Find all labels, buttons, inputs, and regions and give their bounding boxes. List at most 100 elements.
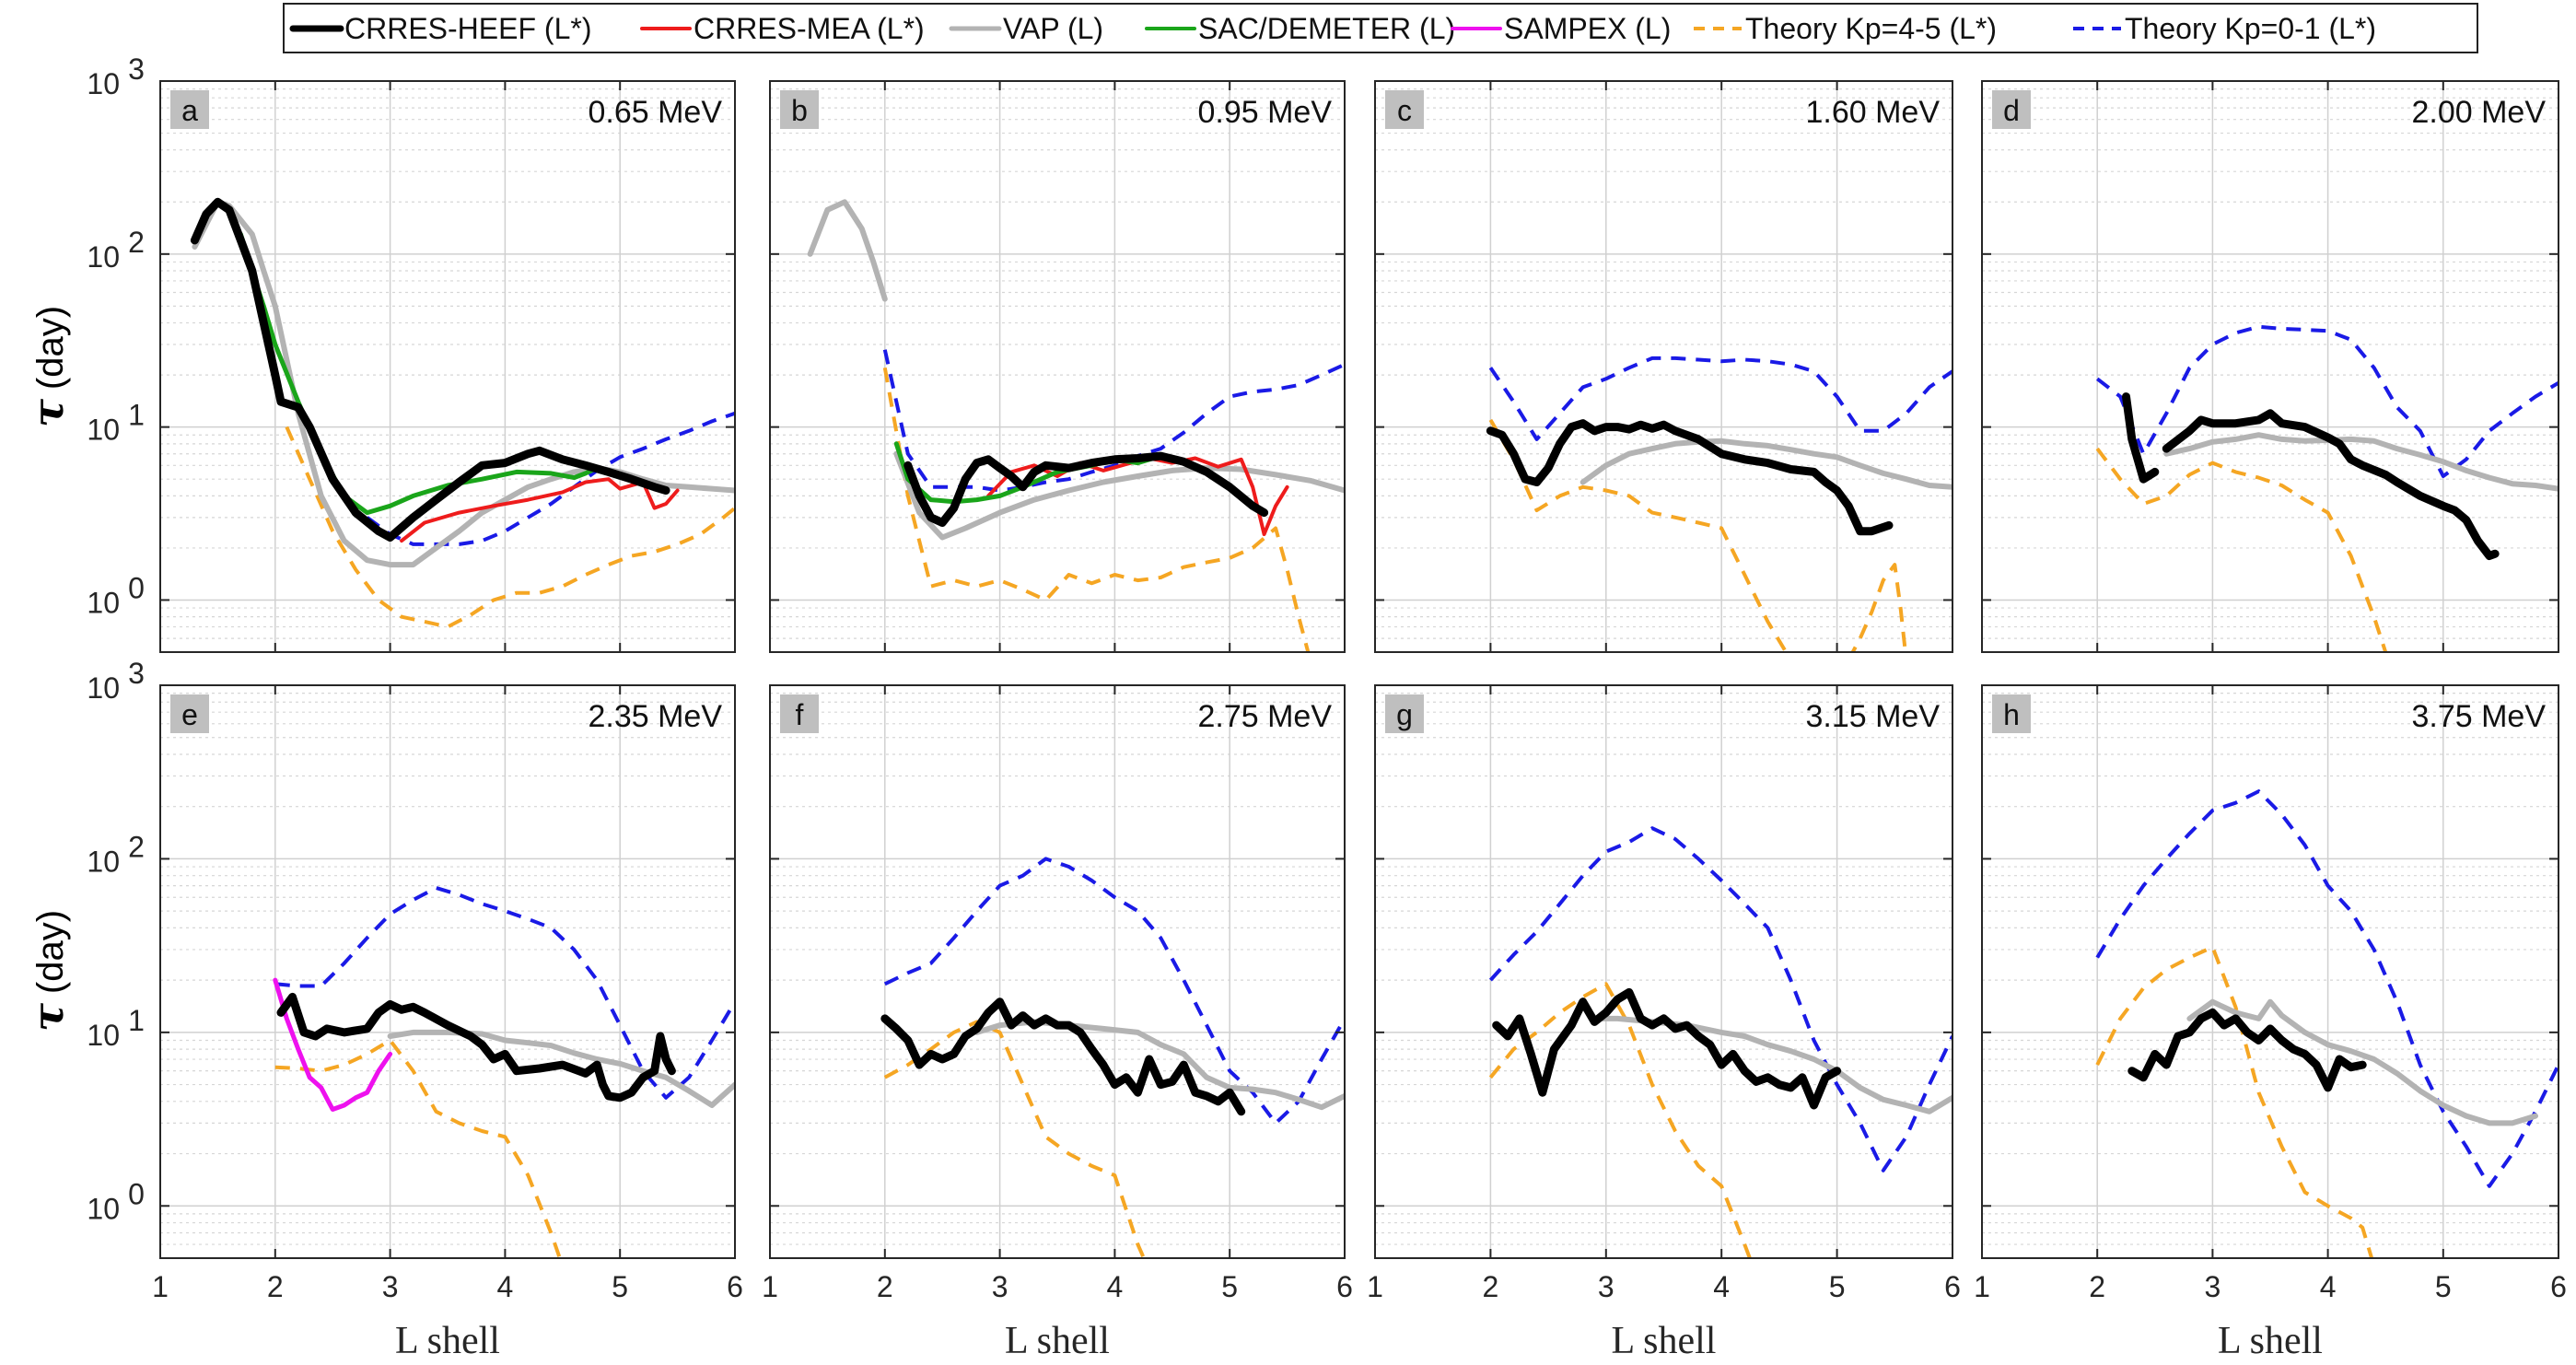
series-line-heef bbox=[2162, 409, 2500, 560]
panel-label: c bbox=[1385, 90, 1424, 129]
series-group bbox=[2095, 324, 2559, 652]
series-group bbox=[1486, 356, 1952, 652]
y-tick-label: 10 bbox=[87, 671, 120, 705]
panel-label-text: e bbox=[181, 698, 198, 731]
series-line-tkp45 bbox=[883, 1020, 1147, 1258]
x-tick-label: 1 bbox=[1974, 1270, 1990, 1303]
series-line-tkp01 bbox=[2095, 324, 2559, 478]
x-tick-label: 1 bbox=[1367, 1270, 1383, 1303]
legend-label-heef: CRRES-HEEF (L*) bbox=[344, 12, 591, 45]
legend-entry-tkp45: Theory Kp=4-5 (L*) bbox=[1694, 12, 1997, 45]
series-line-mea bbox=[400, 477, 680, 543]
legend-label-mea: CRRES-MEA (L*) bbox=[694, 12, 925, 45]
panel-label-badge bbox=[170, 694, 209, 733]
energy-label: 2.75 MeV bbox=[1197, 699, 1332, 734]
legend-label-vap: VAP (L) bbox=[1003, 12, 1103, 45]
y-tick-label: 10 bbox=[87, 414, 120, 447]
y-axis-labels: τ (day) τ (day) bbox=[23, 306, 73, 1032]
x-tick-label: 3 bbox=[382, 1270, 399, 1303]
x-tick-label: 3 bbox=[992, 1270, 1008, 1303]
y-tick-label: 10 bbox=[87, 845, 120, 878]
series-group bbox=[880, 857, 1345, 1258]
panel-label-text: d bbox=[2003, 94, 2020, 127]
axes-frame bbox=[769, 684, 1346, 1259]
y-tick-label: 10 bbox=[87, 1192, 120, 1225]
legend-entry-tkp01: Theory Kp=0-1 (L*) bbox=[2073, 12, 2376, 45]
y-tick-exponent: 0 bbox=[128, 571, 145, 604]
panel-label: d bbox=[1992, 90, 2031, 129]
plot-area bbox=[1982, 685, 2559, 1258]
y-tick-exponent: 2 bbox=[128, 226, 145, 259]
y-tick-exponent: 0 bbox=[128, 1177, 145, 1210]
x-tick-label: 4 bbox=[1713, 1270, 1730, 1303]
x-axis-label: L shell bbox=[395, 1320, 500, 1362]
series-line-tkp45 bbox=[285, 426, 735, 629]
x-tick-label: 2 bbox=[1483, 1270, 1499, 1303]
series-line-tkp45 bbox=[274, 1038, 562, 1258]
panel-label-badge bbox=[1385, 90, 1424, 129]
energy-label: 2.35 MeV bbox=[588, 699, 722, 734]
energy-label: 0.65 MeV bbox=[588, 95, 722, 130]
series-line-tkp01 bbox=[366, 411, 735, 546]
x-tick-label: 5 bbox=[2435, 1270, 2452, 1303]
y-tick-exponent: 2 bbox=[128, 830, 145, 863]
x-tick-label: 3 bbox=[1598, 1270, 1614, 1303]
panel-label-badge bbox=[1992, 694, 2031, 733]
series-line-tkp45 bbox=[882, 367, 1311, 652]
y-axis-label: τ (day) bbox=[23, 910, 73, 1032]
legend: CRRES-HEEF (L*) CRRES-MEA (L*) VAP (L) SAC/… bbox=[283, 3, 2478, 53]
grid bbox=[1982, 685, 2559, 1258]
series-line-heef bbox=[1492, 987, 1842, 1110]
series-line-tkp01 bbox=[2095, 789, 2559, 1188]
x-axis-label: L shell bbox=[2218, 1320, 2323, 1362]
series-line-tkp45 bbox=[1850, 563, 1907, 652]
axes-frame bbox=[159, 684, 736, 1259]
axes-frame bbox=[1981, 684, 2559, 1259]
series-group bbox=[190, 197, 735, 629]
y-tick-label: 10 bbox=[87, 240, 120, 274]
x-axis-label: L shell bbox=[1005, 1320, 1110, 1362]
grid bbox=[160, 81, 735, 652]
panel-f: 1 2 3 4 5 6 L shell f 2.75 MeV bbox=[762, 684, 1353, 1362]
y-tick-label: 10 bbox=[87, 586, 120, 619]
x-tick-label: 2 bbox=[267, 1270, 284, 1303]
panel-label: f bbox=[780, 694, 819, 733]
x-tick-label: 1 bbox=[152, 1270, 169, 1303]
y-tick-label: 10 bbox=[87, 1019, 120, 1052]
series-line-heef bbox=[2127, 1008, 2367, 1092]
y-tick-label: 10 bbox=[87, 67, 120, 100]
series-line-tkp45 bbox=[1488, 418, 1789, 652]
energy-label: 2.00 MeV bbox=[2411, 95, 2546, 130]
x-axis-label: L shell bbox=[1612, 1320, 1717, 1362]
y-axis-unit: (day) bbox=[30, 306, 71, 390]
axes-frame bbox=[1374, 80, 1953, 653]
legend-entry-vap: VAP (L) bbox=[949, 12, 1103, 45]
panel-g: 1 2 3 4 5 6 L shell g 3.15 MeV bbox=[1367, 684, 1961, 1362]
panel-label-badge bbox=[1385, 694, 1424, 733]
panel-b: b 0.95 MeV bbox=[769, 80, 1346, 653]
panel-label-text: b bbox=[791, 94, 808, 127]
series-line-heef bbox=[2122, 392, 2160, 484]
x-tick-label: 6 bbox=[1944, 1270, 1961, 1303]
panel-label-text: a bbox=[181, 94, 198, 127]
series-line-heef bbox=[276, 992, 676, 1102]
series-group bbox=[273, 886, 735, 1258]
axes-frame bbox=[1374, 684, 1953, 1259]
x-tick-label: 4 bbox=[1107, 1270, 1124, 1303]
series-line-tkp01 bbox=[1488, 356, 1952, 441]
plot-area bbox=[770, 685, 1345, 1258]
panel-label-badge bbox=[1992, 90, 2031, 129]
y-tick-exponent: 3 bbox=[128, 657, 145, 690]
y-axis-symbol: τ bbox=[23, 399, 73, 427]
x-tick-label: 2 bbox=[2089, 1270, 2105, 1303]
series-line-heef bbox=[1486, 419, 1894, 536]
x-tick-label: 6 bbox=[727, 1270, 743, 1303]
series-line-tkp01 bbox=[1488, 826, 1952, 1172]
series-line-vap bbox=[2163, 432, 2559, 492]
series-line-vap bbox=[1579, 438, 1952, 490]
axes-frame bbox=[769, 80, 1346, 653]
series-group bbox=[807, 199, 1345, 652]
plot-area bbox=[1375, 81, 1952, 652]
